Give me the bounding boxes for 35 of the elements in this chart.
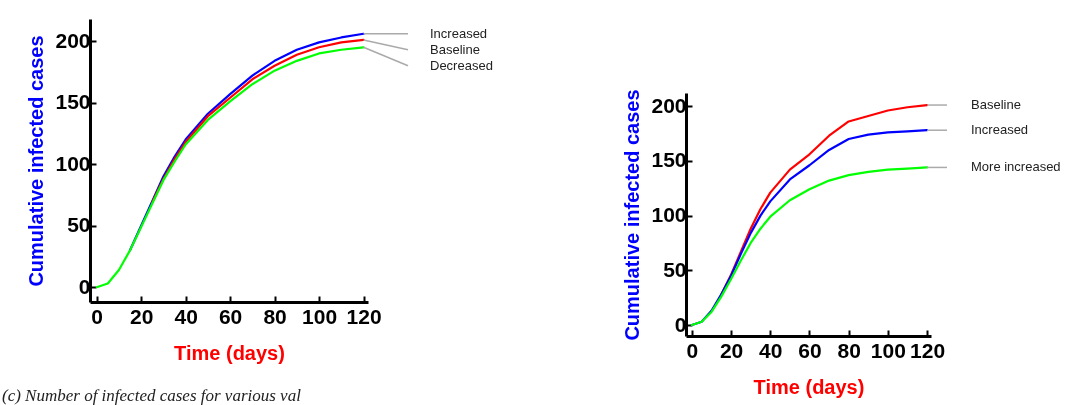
y-tick-label: 0 bbox=[78, 274, 91, 298]
text: Increased bbox=[430, 25, 488, 41]
x-tick-label: 20 bbox=[719, 338, 744, 362]
text: Decreased bbox=[430, 57, 493, 73]
y-axis-title: Cumulative infected cases bbox=[25, 35, 48, 287]
y-tick-label: 50 bbox=[663, 257, 687, 281]
x-tick-label: 100 bbox=[302, 304, 338, 328]
x-axis-title: Time (days) bbox=[174, 341, 285, 364]
x-tick-label: 80 bbox=[263, 304, 287, 328]
y-tick-label: 200 bbox=[55, 28, 91, 52]
text: Baseline bbox=[430, 41, 480, 57]
x-tick-label: 60 bbox=[218, 304, 243, 328]
y-tick-label: 100 bbox=[55, 151, 91, 175]
text: Baseline bbox=[971, 97, 1021, 113]
text: Increased bbox=[971, 122, 1029, 138]
text: (c) Number of infected cases for various val bbox=[2, 386, 301, 405]
x-tick-label: 80 bbox=[837, 338, 861, 362]
y-tick-label: 150 bbox=[651, 148, 687, 172]
line-series bbox=[151, 38, 365, 204]
y-tick-label: 150 bbox=[55, 90, 91, 114]
x-axis-title: Time (days) bbox=[753, 375, 865, 398]
x-tick-label: 20 bbox=[129, 304, 154, 328]
x-tick-label: 40 bbox=[174, 304, 198, 328]
x-tick-label: 100 bbox=[870, 338, 906, 362]
y-tick-label: 200 bbox=[651, 93, 687, 117]
x-tick-label: 120 bbox=[910, 338, 946, 362]
y-tick-label: 100 bbox=[651, 203, 687, 227]
y-axis-title: Cumulative infected cases bbox=[621, 89, 644, 341]
y-tick-label: 50 bbox=[67, 213, 91, 237]
line-series bbox=[690, 166, 929, 327]
text: More increased bbox=[971, 159, 1061, 175]
x-tick-label: 60 bbox=[798, 338, 822, 362]
x-tick-label: 40 bbox=[759, 338, 783, 362]
line-series bbox=[95, 46, 365, 289]
x-tick-label: 120 bbox=[346, 304, 382, 328]
